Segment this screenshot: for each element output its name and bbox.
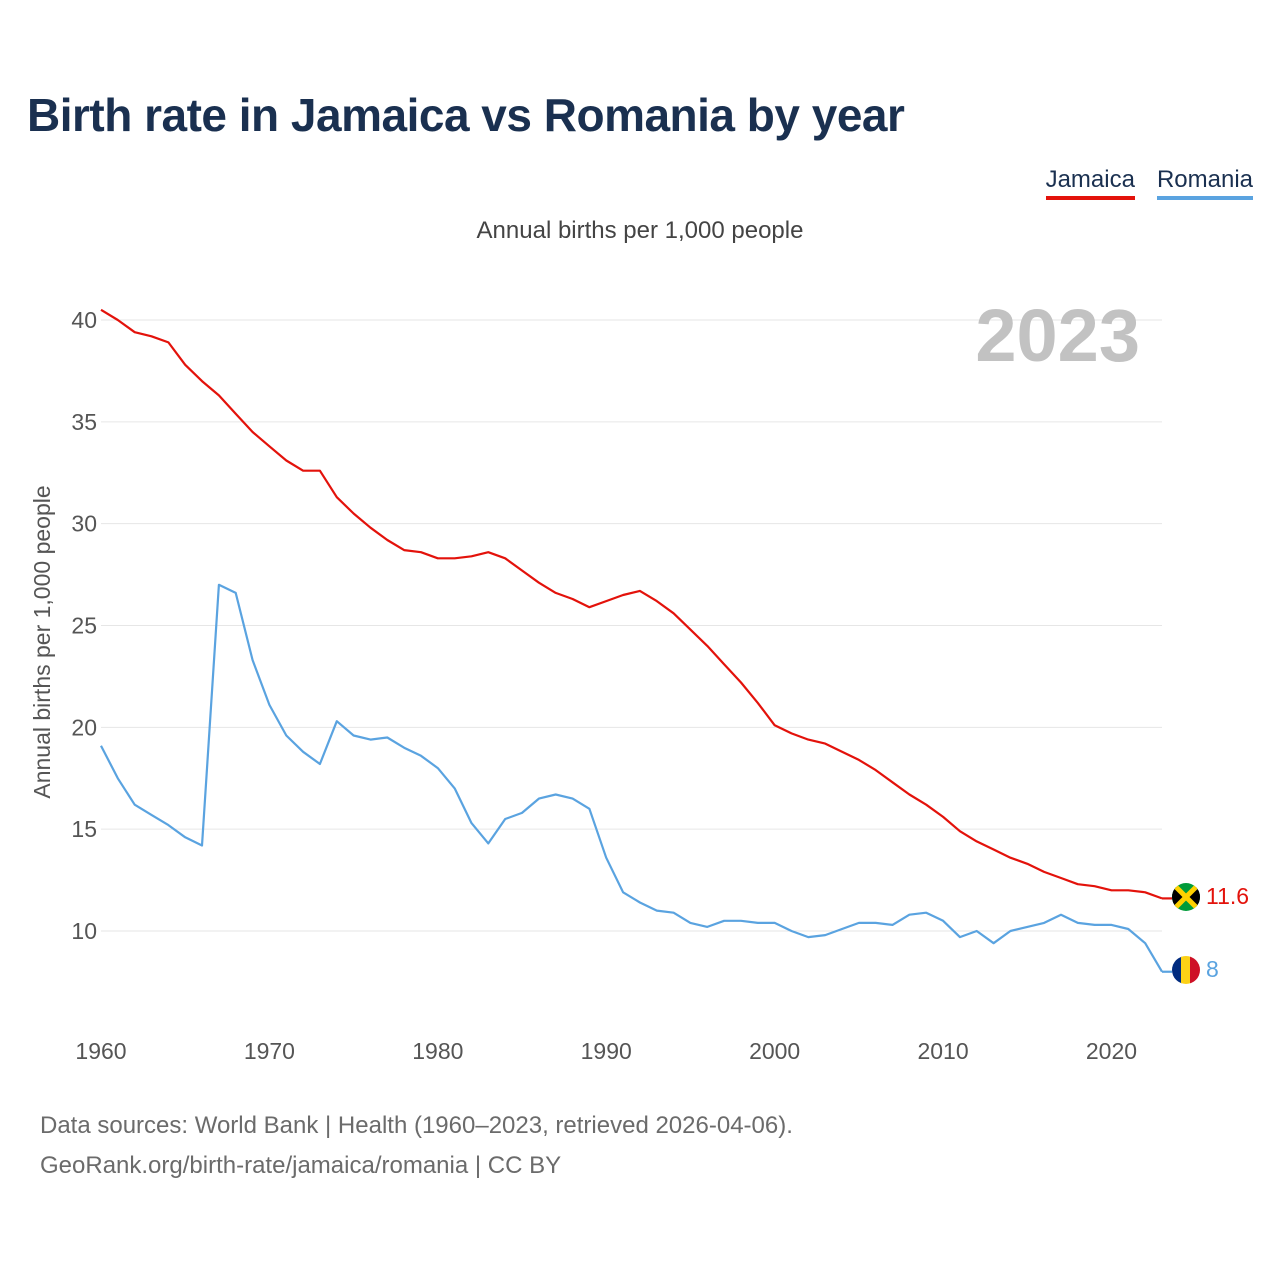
x-tick-label-1990: 1990 [581, 1038, 632, 1064]
x-axis-ticks: 1960 1970 1980 1990 2000 2010 2020 [75, 1038, 1137, 1064]
y-tick-label-40: 40 [71, 307, 97, 333]
y-tick-label-25: 25 [71, 613, 97, 639]
year-label: 2023 [975, 294, 1140, 377]
y-tick-label-35: 35 [71, 409, 97, 435]
x-tick-label-1980: 1980 [412, 1038, 463, 1064]
grid-lines [101, 319, 1162, 932]
legend-item-romania[interactable]: Romania [1156, 166, 1253, 200]
jamaica-end-label: 11.6 [1206, 883, 1249, 909]
legend-item-jamaica[interactable]: Jamaica [1045, 166, 1135, 200]
x-tick-label-2010: 2010 [917, 1038, 968, 1064]
x-tick-label-2020: 2020 [1086, 1038, 1137, 1064]
attribution-link[interactable]: GeoRank.org/birth-rate/jamaica/romania |… [40, 1152, 562, 1179]
y-axis-label: Annual births per 1,000 people [29, 485, 55, 798]
series-lines [100, 308, 1172, 973]
y-axis-ticks: 10 15 20 25 30 35 40 [71, 307, 97, 944]
x-tick-label-2000: 2000 [749, 1038, 800, 1064]
y-tick-label-20: 20 [71, 714, 97, 740]
chart-title: Birth rate in Jamaica vs Romania by year [27, 89, 905, 141]
y-tick-label-10: 10 [71, 918, 97, 944]
x-tick-label-1970: 1970 [244, 1038, 295, 1064]
footer: Data sources: World Bank | Health (1960–… [40, 1106, 793, 1186]
series-line-romania [100, 583, 1163, 973]
chart-subtitle: Annual births per 1,000 people [476, 217, 804, 244]
series-line-jamaica [100, 308, 1163, 900]
jamaica-flag-icon [1172, 883, 1200, 911]
romania-flag-icon [1172, 956, 1200, 984]
x-tick-label-1960: 1960 [75, 1038, 126, 1064]
legend: Jamaica Romania [1045, 166, 1253, 200]
y-tick-label-30: 30 [71, 511, 97, 537]
source-note: Data sources: World Bank | Health (1960–… [40, 1112, 793, 1139]
romania-end-label: 8 [1206, 956, 1219, 982]
y-tick-label-15: 15 [71, 816, 97, 842]
